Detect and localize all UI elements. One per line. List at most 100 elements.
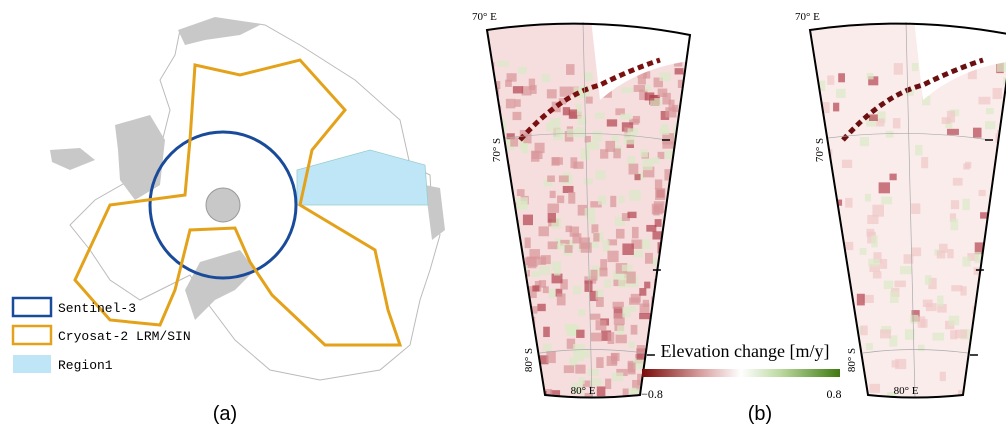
- texture-cell: [632, 227, 639, 239]
- texture-cell: [910, 315, 919, 324]
- texture-cell: [643, 379, 650, 385]
- texture-cell: [492, 315, 502, 326]
- texture-cell: [879, 182, 890, 193]
- texture-cell: [600, 149, 608, 158]
- texture-cell: [508, 236, 515, 246]
- colorbar-min: −0.8: [641, 387, 663, 401]
- texture-cell: [631, 325, 638, 335]
- texture-cell: [993, 88, 1002, 99]
- texture-cell: [616, 335, 627, 344]
- texture-cell: [642, 239, 651, 249]
- texture-cell: [634, 174, 640, 180]
- texture-cell: [509, 334, 518, 342]
- texture-cell: [921, 157, 928, 168]
- texture-cell: [932, 333, 944, 341]
- texture-cell: [894, 281, 905, 288]
- texture-cell: [512, 112, 521, 120]
- texture-cell: [942, 117, 951, 124]
- texture-cell: [915, 145, 922, 156]
- texture-cell: [962, 199, 969, 211]
- texture-cell: [492, 253, 502, 264]
- texture-cell: [498, 313, 508, 320]
- texture-cell: [506, 272, 515, 279]
- texture-cell: [989, 369, 997, 378]
- texture-cell: [489, 263, 496, 270]
- texture-cell: [918, 316, 926, 327]
- texture-cell: [894, 63, 903, 75]
- texture-cell: [596, 357, 603, 368]
- texture-cell: [514, 290, 520, 301]
- texture-cell: [827, 75, 834, 84]
- texture-cell: [937, 296, 943, 307]
- texture-cell: [826, 310, 833, 316]
- texture-cell: [622, 307, 630, 318]
- texture-cell: [657, 293, 663, 300]
- texture-cell: [682, 182, 691, 194]
- texture-cell: [525, 238, 531, 249]
- texture-cell: [559, 175, 569, 182]
- texture-cell: [960, 286, 966, 295]
- texture-cell: [655, 188, 665, 200]
- texture-cell: [596, 320, 607, 330]
- texture-cell: [489, 393, 499, 402]
- texture-cell: [557, 195, 564, 203]
- texture-cell: [669, 377, 680, 389]
- texture-cell: [604, 279, 611, 288]
- texture-cell: [662, 279, 670, 289]
- texture-cell: [629, 388, 636, 400]
- texture-cell: [865, 194, 871, 202]
- texture-cell: [860, 248, 867, 255]
- texture-cell: [607, 119, 617, 126]
- texture-cell: [547, 204, 559, 213]
- texture-cell: [974, 252, 981, 263]
- texture-cell: [510, 137, 518, 146]
- texture-cell: [591, 270, 598, 281]
- texture-cell: [645, 253, 653, 264]
- texture-cell: [519, 308, 528, 317]
- texture-cell: [979, 190, 986, 196]
- texture-cell: [830, 219, 839, 227]
- texture-cell: [613, 302, 624, 309]
- texture-cell: [680, 380, 686, 388]
- texture-cell: [537, 304, 545, 311]
- texture-cell: [880, 329, 891, 338]
- texture-cell: [981, 320, 991, 332]
- panel-label: (b): [748, 403, 772, 425]
- texture-cell: [994, 271, 1004, 281]
- texture-cell: [578, 377, 584, 384]
- texture-cell: [589, 217, 595, 224]
- lon-label: 80° E: [894, 385, 919, 397]
- texture-cell: [869, 384, 880, 393]
- texture-cell: [488, 243, 495, 252]
- texture-cell: [985, 121, 995, 129]
- lon-label: 70° E: [795, 11, 820, 23]
- texture-cell: [868, 259, 879, 267]
- antarctica-map: Sentinel-3 Cryosat-2 LRM/SIN Region1 (a): [13, 17, 445, 425]
- texture-cell: [639, 313, 650, 319]
- texture-cell: [672, 105, 678, 112]
- texture-cell: [690, 393, 699, 402]
- texture-cell: [985, 314, 996, 321]
- texture-cell: [662, 141, 673, 148]
- texture-cell: [662, 93, 670, 105]
- texture-cell: [668, 227, 675, 237]
- texture-cell: [576, 330, 584, 338]
- lat-label: 80° S: [523, 348, 535, 372]
- texture-cell: [860, 137, 869, 146]
- texture-cell: [608, 332, 615, 344]
- texture-cell: [838, 73, 845, 82]
- texture-cell: [836, 286, 842, 295]
- texture-cell: [884, 281, 894, 290]
- texture-cell: [612, 373, 623, 382]
- texture-cell: [616, 229, 625, 239]
- lon-label: 80° E: [571, 385, 596, 397]
- texture-cell: [628, 128, 639, 135]
- texture-cell: [881, 197, 892, 205]
- texture-cell: [687, 220, 696, 231]
- texture-cell: [628, 363, 636, 375]
- texture-cell: [516, 197, 528, 209]
- texture-cell: [661, 333, 670, 341]
- texture-cell: [857, 294, 865, 306]
- texture-cell: [655, 179, 662, 189]
- texture-cell: [639, 288, 646, 296]
